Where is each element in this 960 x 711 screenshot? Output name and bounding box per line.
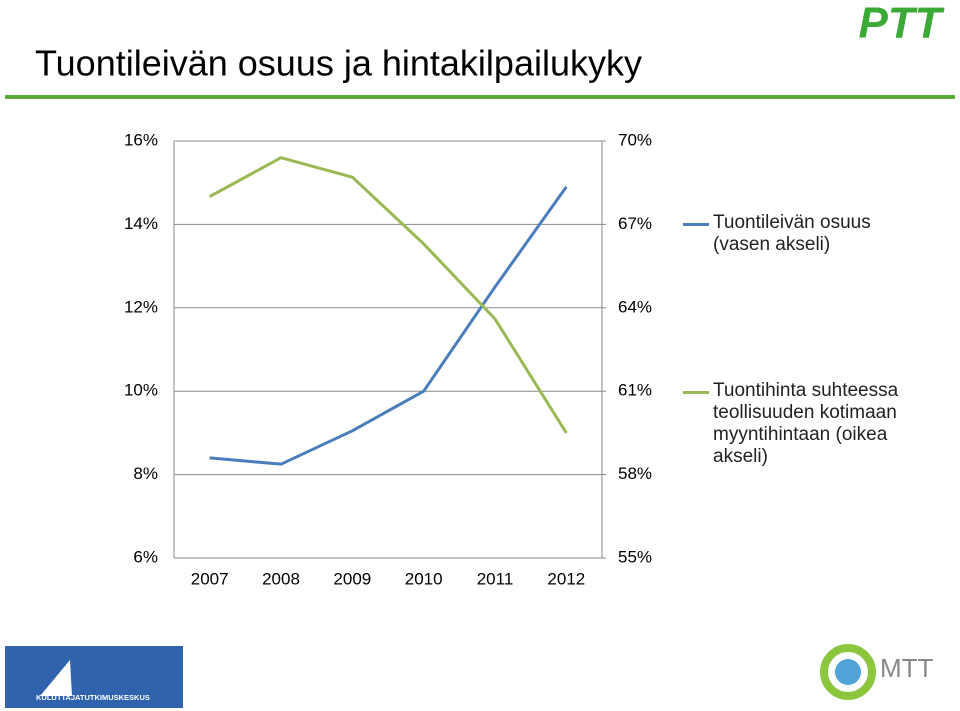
y2-tick-label: 70%: [618, 130, 652, 149]
y2-tick-label: 58%: [618, 464, 652, 483]
y2-tick-label: 67%: [618, 214, 652, 233]
x-tick-label: 2011: [477, 569, 514, 588]
logo-kuluttaja-sail: [40, 660, 72, 696]
logo-kuluttaja-text: KULUTTAJATUTKIMUSKESKUS: [36, 693, 150, 702]
y-tick-label: 12%: [124, 297, 158, 316]
legend-label: Tuontihinta suhteessa teollisuuden kotim…: [713, 380, 899, 467]
y-tick-label: 16%: [124, 130, 158, 149]
y-tick-label: 8%: [133, 464, 158, 483]
legend-swatch: [683, 391, 709, 394]
logo-ptt: PTT: [858, 0, 944, 48]
x-tick-label: 2008: [262, 569, 300, 588]
series-line: [209, 185, 568, 466]
series-line: [208, 156, 568, 434]
x-tick-label: 2009: [333, 569, 371, 588]
legend-item: Tuontihinta suhteessa teollisuuden kotim…: [683, 380, 933, 468]
legend-item: Tuontileivän osuus (vasen akseli): [683, 212, 913, 256]
y2-tick-label: 64%: [618, 297, 652, 316]
x-tick-label: 2010: [405, 569, 443, 588]
y2-tick-label: 55%: [618, 547, 652, 566]
x-tick-label: 2012: [547, 569, 585, 588]
logo-mtt-text: MTT: [880, 653, 934, 683]
title-rule: [5, 95, 955, 99]
y-tick-label: 6%: [133, 547, 158, 566]
logo-mtt-circle: [820, 644, 876, 700]
chart-title: Tuontileivän osuus ja hintakilpailukyky: [35, 43, 642, 84]
y2-tick-label: 61%: [618, 381, 652, 400]
y-tick-label: 14%: [124, 214, 158, 233]
legend-swatch: [683, 223, 709, 226]
x-tick-label: 2007: [191, 569, 229, 588]
legend-label: Tuontileivän osuus (vasen akseli): [713, 212, 871, 255]
logo-kuluttaja-box: [5, 646, 183, 708]
logo-mtt-drop: [835, 659, 861, 685]
y-tick-label: 10%: [124, 381, 158, 400]
